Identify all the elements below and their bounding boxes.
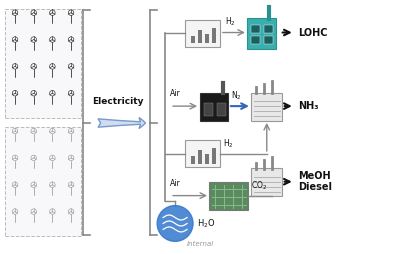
FancyBboxPatch shape: [217, 103, 226, 116]
Text: LOHC: LOHC: [298, 27, 327, 38]
Text: NH₃: NH₃: [298, 101, 318, 111]
FancyBboxPatch shape: [264, 37, 273, 44]
Text: Electricity: Electricity: [92, 97, 144, 106]
FancyBboxPatch shape: [184, 20, 220, 47]
Text: H$_2$O: H$_2$O: [197, 217, 216, 230]
FancyBboxPatch shape: [5, 127, 82, 236]
Text: MeOH
Diesel: MeOH Diesel: [298, 171, 332, 193]
Bar: [212, 27, 216, 43]
Text: CO$_2$: CO$_2$: [251, 179, 267, 192]
FancyBboxPatch shape: [184, 140, 220, 167]
Bar: [198, 150, 202, 164]
Bar: [205, 34, 209, 43]
Text: N$_2$: N$_2$: [231, 90, 242, 102]
Text: Internal: Internal: [186, 241, 214, 247]
FancyBboxPatch shape: [247, 18, 276, 49]
Bar: [198, 29, 202, 43]
Text: H$_2$: H$_2$: [223, 137, 234, 150]
FancyBboxPatch shape: [251, 168, 282, 196]
FancyBboxPatch shape: [264, 25, 273, 33]
FancyBboxPatch shape: [200, 93, 228, 121]
Text: Air: Air: [170, 89, 181, 98]
Bar: [205, 154, 209, 164]
FancyBboxPatch shape: [251, 25, 260, 33]
Text: H$_2$: H$_2$: [225, 15, 236, 27]
Bar: [191, 36, 195, 43]
FancyBboxPatch shape: [5, 9, 82, 118]
FancyBboxPatch shape: [251, 93, 282, 121]
Circle shape: [157, 205, 193, 241]
Bar: [191, 156, 195, 164]
FancyBboxPatch shape: [251, 37, 260, 44]
FancyBboxPatch shape: [204, 103, 213, 116]
Text: Air: Air: [170, 179, 181, 188]
Bar: [212, 148, 216, 164]
FancyBboxPatch shape: [210, 182, 248, 210]
